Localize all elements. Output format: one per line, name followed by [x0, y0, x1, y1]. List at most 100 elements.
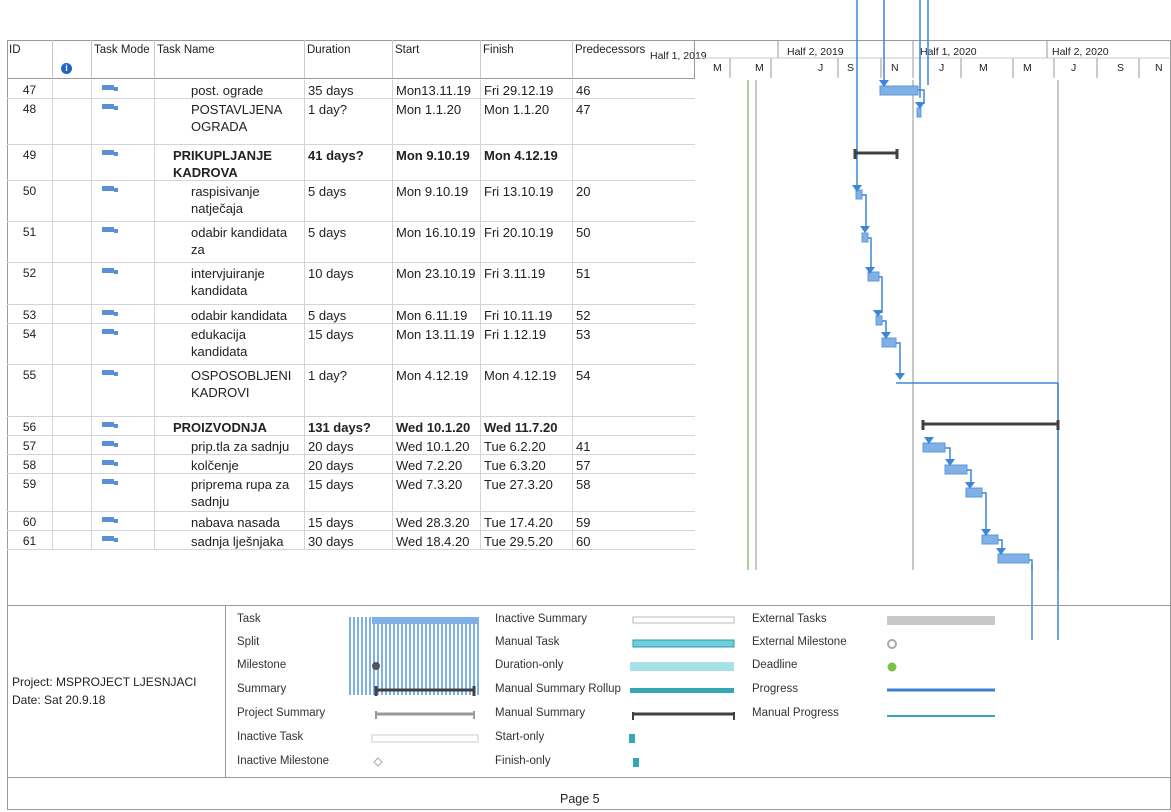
row-task-mode[interactable]	[92, 145, 155, 180]
row-start[interactable]: Mon 6.11.19	[393, 305, 481, 323]
row-task-mode[interactable]	[92, 417, 155, 435]
row-info[interactable]	[53, 531, 92, 549]
row-finish[interactable]: Mon 1.1.20	[481, 99, 573, 144]
row-task-name[interactable]: odabir kandidata za	[155, 222, 305, 262]
row-duration[interactable]: 20 days	[305, 436, 393, 454]
col-header-id[interactable]: ID	[7, 40, 53, 78]
row-duration[interactable]: 35 days	[305, 80, 393, 98]
row-id[interactable]: 58	[7, 455, 53, 473]
row-predecessors[interactable]: 46	[576, 83, 591, 98]
row-info[interactable]	[53, 222, 92, 262]
row-finish[interactable]: Fri 29.12.19	[481, 80, 573, 98]
row-predecessors[interactable]: 59	[576, 515, 591, 530]
col-header-duration[interactable]: Duration	[305, 40, 393, 78]
row-start[interactable]: Mon 9.10.19	[393, 181, 481, 221]
row-duration[interactable]: 5 days	[305, 222, 393, 262]
row-finish[interactable]: Fri 3.11.19	[481, 263, 573, 304]
row-task-mode[interactable]	[92, 474, 155, 511]
row-task-name[interactable]: raspisivanje natječaja	[155, 181, 305, 221]
table-row[interactable]: 55 OSPOSOBLJENI KADROVI 1 day? Mon 4.12.19 M…	[7, 365, 695, 417]
table-row[interactable]: 50 raspisivanje natječaja 5 days Mon 9.10.1…	[7, 181, 695, 222]
row-task-mode[interactable]	[92, 455, 155, 473]
row-task-mode[interactable]	[92, 305, 155, 323]
table-row[interactable]: 60 nabava nasada 15 days Wed 28.3.20 Tue 17.…	[7, 512, 695, 531]
row-predecessors[interactable]: 60	[576, 534, 591, 549]
row-id[interactable]: 51	[7, 222, 53, 262]
row-task-name[interactable]: kolčenje	[155, 455, 305, 473]
row-start[interactable]: Wed 10.1.20	[393, 417, 481, 435]
row-start[interactable]: Wed 7.3.20	[393, 474, 481, 511]
row-duration[interactable]: 1 day?	[305, 365, 393, 416]
row-id[interactable]: 60	[7, 512, 53, 530]
table-row[interactable]: 52 intervjuiranje kandidata 10 days Mon 23.…	[7, 263, 695, 305]
table-row[interactable]: 58 kolčenje 20 days Wed 7.2.20 Tue 6.3.20 57	[7, 455, 695, 474]
row-finish[interactable]: Mon 4.12.19	[481, 145, 573, 180]
row-info[interactable]	[53, 263, 92, 304]
row-predecessors[interactable]	[573, 145, 695, 180]
row-predecessors[interactable]: 52	[576, 308, 591, 323]
row-info[interactable]	[53, 181, 92, 221]
row-task-name[interactable]: sadnja lješnjaka	[155, 531, 305, 549]
row-predecessors[interactable]: 47	[576, 102, 591, 117]
row-predecessors[interactable]: 58	[576, 477, 591, 492]
row-start[interactable]: Mon 9.10.19	[393, 145, 481, 180]
row-predecessors[interactable]: 53	[576, 327, 591, 342]
row-start[interactable]: Mon 13.11.19	[393, 324, 481, 364]
row-start[interactable]: Mon 16.10.19	[393, 222, 481, 262]
row-task-name[interactable]: post. ograde	[155, 80, 305, 98]
row-predecessors[interactable]: 41	[576, 439, 591, 454]
row-task-mode[interactable]	[92, 263, 155, 304]
row-task-name[interactable]: POSTAVLJENA OGRADA	[155, 99, 305, 144]
table-row[interactable]: 61 sadnja lješnjaka 30 days Wed 18.4.20 Tue …	[7, 531, 695, 550]
row-task-mode[interactable]	[92, 99, 155, 144]
row-id[interactable]: 49	[7, 145, 53, 180]
row-finish[interactable]: Mon 4.12.19	[481, 365, 573, 416]
table-row[interactable]: 51 odabir kandidata za 5 days Mon 16.10.19 F…	[7, 222, 695, 263]
row-task-mode[interactable]	[92, 222, 155, 262]
row-id[interactable]: 56	[7, 417, 53, 435]
row-task-name[interactable]: prip.tla za sadnju	[155, 436, 305, 454]
col-header-task-name[interactable]: Task Name	[155, 40, 305, 78]
row-task-mode[interactable]	[92, 436, 155, 454]
row-finish[interactable]: Wed 11.7.20	[481, 417, 573, 435]
row-duration[interactable]: 15 days	[305, 474, 393, 511]
table-row[interactable]: 54 edukacija kandidata 15 days Mon 13.11.19…	[7, 324, 695, 365]
row-duration[interactable]: 15 days	[305, 512, 393, 530]
row-predecessors[interactable]: 20	[576, 184, 591, 199]
row-task-mode[interactable]	[92, 324, 155, 364]
row-task-name[interactable]: odabir kandidata	[155, 305, 305, 323]
row-task-mode[interactable]	[92, 80, 155, 98]
row-id[interactable]: 54	[7, 324, 53, 364]
row-info[interactable]	[53, 436, 92, 454]
row-predecessors[interactable]: 51	[576, 266, 591, 281]
row-task-name[interactable]: nabava nasada	[155, 512, 305, 530]
row-predecessors[interactable]	[573, 417, 695, 435]
row-id[interactable]: 57	[7, 436, 53, 454]
row-id[interactable]: 53	[7, 305, 53, 323]
row-start[interactable]: Wed 10.1.20	[393, 436, 481, 454]
row-duration[interactable]: 20 days	[305, 455, 393, 473]
row-finish[interactable]: Tue 17.4.20	[481, 512, 573, 530]
row-info[interactable]	[53, 455, 92, 473]
row-id[interactable]: 61	[7, 531, 53, 549]
row-finish[interactable]: Tue 6.3.20	[481, 455, 573, 473]
col-header-predecessors[interactable]: Predecessors	[573, 40, 695, 78]
row-duration[interactable]: 1 day?	[305, 99, 393, 144]
row-task-name[interactable]: PROIZVODNJA	[155, 417, 305, 435]
row-task-name[interactable]: PRIKUPLJANJE KADROVA	[155, 145, 305, 180]
table-row[interactable]: 57 prip.tla za sadnju 20 days Wed 10.1.20 Tu…	[7, 436, 695, 455]
row-id[interactable]: 50	[7, 181, 53, 221]
row-finish[interactable]: Tue 27.3.20	[481, 474, 573, 511]
row-task-name[interactable]: intervjuiranje kandidata	[155, 263, 305, 304]
row-start[interactable]: Wed 18.4.20	[393, 531, 481, 549]
row-start[interactable]: Mon 23.10.19	[393, 263, 481, 304]
row-id[interactable]: 55	[7, 365, 53, 416]
row-duration[interactable]: 5 days	[305, 305, 393, 323]
row-duration[interactable]: 41 days?	[305, 145, 393, 180]
col-header-task-mode[interactable]: Task Mode	[92, 40, 155, 78]
row-start[interactable]: Wed 7.2.20	[393, 455, 481, 473]
table-row[interactable]: 49 PRIKUPLJANJE KADROVA 41 days? Mon 9.10.1…	[7, 145, 695, 181]
row-info[interactable]	[53, 365, 92, 416]
row-finish[interactable]: Tue 29.5.20	[481, 531, 573, 549]
row-task-mode[interactable]	[92, 365, 155, 416]
